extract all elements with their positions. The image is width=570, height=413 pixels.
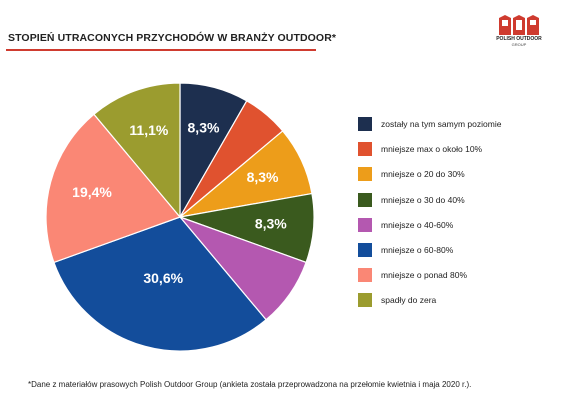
legend-label: spadły do zera: [381, 295, 437, 306]
legend-item-5: mniejsze o 40-60%: [358, 217, 501, 233]
legend-item-7: mniejsze o ponad 80%: [358, 267, 501, 283]
logo-text: POLISH OUTDOOR: [496, 36, 542, 42]
footnote: *Dane z materiałów prasowych Polish Outd…: [28, 380, 472, 389]
legend-item-4: mniejsze o 30 do 40%: [358, 192, 501, 208]
slice-value-label-6: 30,6%: [143, 270, 183, 286]
legend-item-6: mniejsze o 60-80%: [358, 242, 501, 258]
legend-label: mniejsze o 40-60%: [381, 219, 454, 230]
legend-swatch: [358, 293, 372, 308]
legend-label: zostały na tym samym poziomie: [381, 119, 502, 129]
legend-swatch: [358, 167, 372, 182]
legend-label: mniejsze o ponad 80%: [381, 270, 468, 281]
legend-swatch: [358, 117, 372, 131]
slice-value-label-7: 19,4%: [72, 184, 112, 200]
legend-item-3: mniejsze o 20 do 30%: [358, 166, 501, 182]
legend-swatch: [358, 217, 372, 232]
legend-swatch: [358, 192, 372, 207]
legend-label: mniejsze o 20 do 30%: [381, 169, 465, 180]
chart-title: STOPIEŃ UTRACONYCH PRZYCHODÓW W BRANŻY O…: [8, 32, 337, 44]
legend-label: mniejsze max o około 10%: [381, 144, 483, 155]
logo-mark-icon: [499, 15, 539, 35]
slice-value-label-3: 8,3%: [247, 169, 279, 185]
legend-item-2: mniejsze max o około 10%: [358, 141, 501, 157]
title-underline: [6, 49, 316, 51]
legend-swatch: [358, 142, 372, 157]
slice-value-label-1: 8,3%: [188, 120, 220, 136]
chart-legend: zostały na tym samym poziomie mniejsze ma…: [358, 116, 501, 318]
legend-swatch: [358, 268, 372, 283]
polish-outdoor-logo: POLISH OUTDOOR GROUP: [484, 14, 554, 64]
slice-value-label-4: 8,3%: [255, 215, 287, 231]
logo-subtext: GROUP: [511, 42, 527, 47]
pie-slice-8: [93, 82, 181, 219]
legend-label: mniejsze o 60-80%: [381, 244, 454, 255]
slice-value-label-8: 11,1%: [129, 122, 168, 138]
legend-item-1: zostały na tym samym poziomie: [358, 116, 501, 132]
legend-label: mniejsze o 30 do 40%: [381, 194, 465, 205]
pie-slice-7: [45, 113, 182, 264]
pie-slice-6: [53, 216, 267, 352]
legend-swatch: [358, 242, 372, 257]
legend-item-8: spadły do zera: [358, 292, 501, 308]
